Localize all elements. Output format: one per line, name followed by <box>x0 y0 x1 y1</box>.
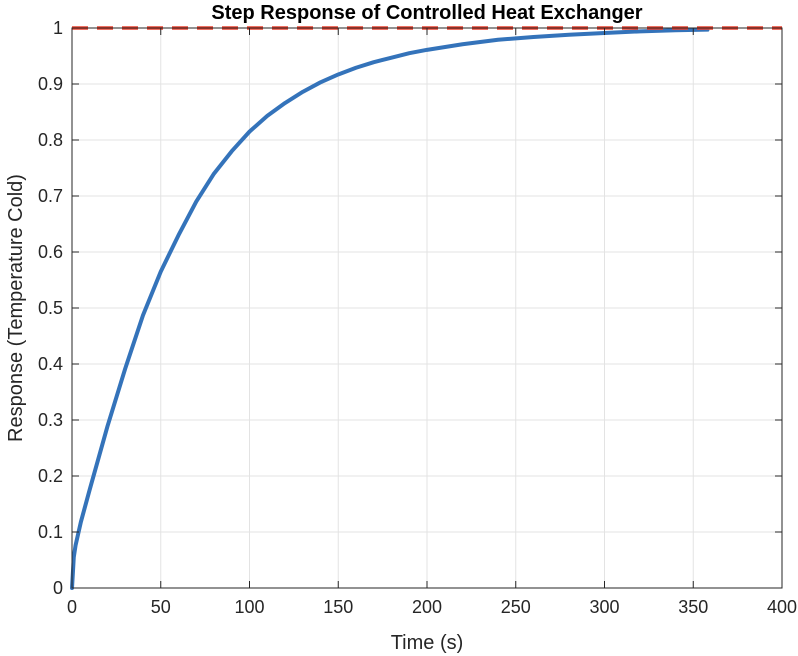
y-tick-label: 0.2 <box>38 466 63 486</box>
x-tick-label: 350 <box>678 597 708 617</box>
y-tick-label: 0.3 <box>38 410 63 430</box>
axis-ticks <box>71 27 783 589</box>
chart-title: Step Response of Controlled Heat Exchang… <box>211 2 642 24</box>
y-tick-label: 1 <box>53 18 63 38</box>
x-tick-label: 300 <box>589 597 619 617</box>
y-tick-label: 0.6 <box>38 242 63 262</box>
y-tick-label: 0.4 <box>38 354 63 374</box>
x-tick-label: 250 <box>501 597 531 617</box>
y-tick-label: 0.7 <box>38 186 63 206</box>
y-tick-labels: 0 0.1 0.2 0.3 0.4 0.5 0.6 0.7 0.8 0.9 1 <box>38 18 63 598</box>
y-tick-label: 0.9 <box>38 74 63 94</box>
y-tick-label: 0 <box>53 578 63 598</box>
x-tick-label: 100 <box>234 597 264 617</box>
y-tick-label: 0.8 <box>38 130 63 150</box>
x-tick-label: 50 <box>151 597 171 617</box>
y-tick-label: 0.1 <box>38 522 63 542</box>
y-tick-label: 0.5 <box>38 298 63 318</box>
x-tick-label: 200 <box>412 597 442 617</box>
x-tick-label: 400 <box>767 597 797 617</box>
x-tick-label: 0 <box>67 597 77 617</box>
y-axis-label: Response (Temperature Cold) <box>5 174 27 442</box>
x-tick-labels: 0 50 100 150 200 250 300 350 400 <box>67 597 797 617</box>
x-tick-label: 150 <box>323 597 353 617</box>
response-line <box>70 27 710 590</box>
x-axis-label: Time (s) <box>391 632 464 654</box>
